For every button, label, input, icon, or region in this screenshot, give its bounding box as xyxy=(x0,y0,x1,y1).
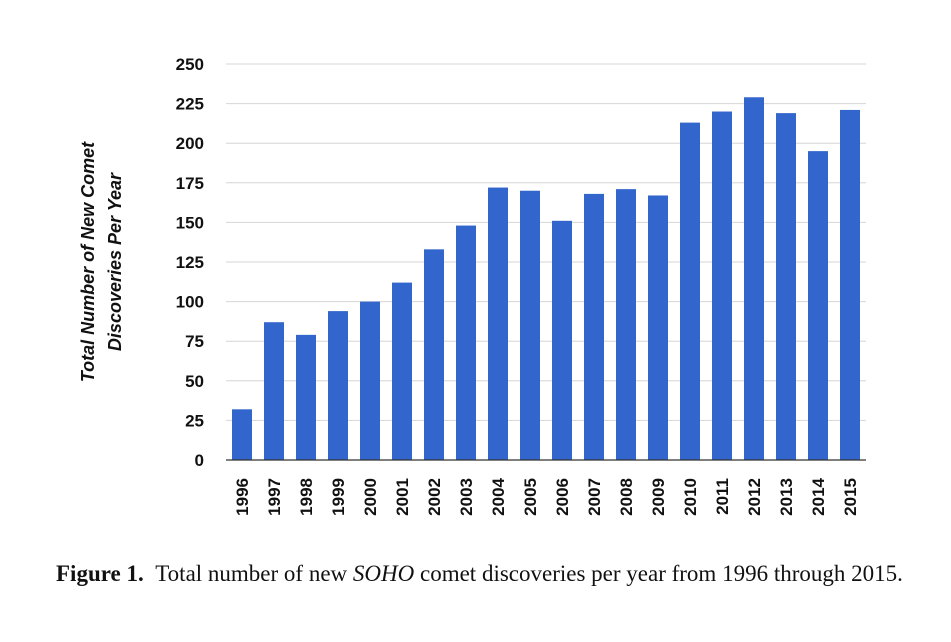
x-tick-label: 2005 xyxy=(521,478,540,516)
x-tick-label: 1999 xyxy=(329,478,348,516)
bar-2002 xyxy=(424,249,444,460)
x-tick-label: 2014 xyxy=(809,477,828,515)
bar-2009 xyxy=(648,195,668,461)
bar-1996 xyxy=(232,409,252,460)
x-tick-label: 2011 xyxy=(713,478,732,515)
x-tick-label: 2010 xyxy=(681,478,700,516)
x-tick-label: 1998 xyxy=(297,478,316,516)
x-tick-label: 2012 xyxy=(745,478,764,516)
x-tick-label: 2000 xyxy=(361,478,380,516)
y-tick-label: 25 xyxy=(185,411,204,430)
caption-label: Figure 1. xyxy=(56,561,144,586)
bar-1999 xyxy=(328,311,348,460)
grid-lines xyxy=(226,63,866,421)
x-tick-label: 1996 xyxy=(233,478,252,516)
bar-2004 xyxy=(488,187,508,460)
x-tick-label: 1997 xyxy=(265,478,284,516)
bar-2006 xyxy=(552,220,572,460)
bar-2001 xyxy=(392,282,412,460)
y-tick-label: 250 xyxy=(176,55,204,74)
y-tick-label: 175 xyxy=(176,174,204,193)
y-tick-label: 100 xyxy=(176,293,204,312)
x-axis-ticks: 1996 1997 1998 1999 2000 2001 2002 2003 2004 2005… xyxy=(233,477,860,515)
x-tick-label: 2004 xyxy=(489,477,508,515)
x-tick-label: 2003 xyxy=(457,478,476,516)
y-axis-label-line2: Discoveries Per Year xyxy=(105,172,125,351)
bar-2005 xyxy=(520,190,540,460)
y-tick-label: 50 xyxy=(185,372,204,391)
bar-2008 xyxy=(616,189,636,461)
figure-caption: Figure 1. Total number of new SOHO comet… xyxy=(56,561,916,587)
bar-2012 xyxy=(744,97,764,460)
bar-1997 xyxy=(264,322,284,460)
bar-2011 xyxy=(712,111,732,461)
y-tick-label: 125 xyxy=(176,253,204,272)
x-tick-label: 2015 xyxy=(841,478,860,516)
x-tick-label: 2009 xyxy=(649,478,668,516)
bar-2010 xyxy=(680,122,700,460)
bar-2015 xyxy=(840,109,860,460)
caption-text-before: Total number of new xyxy=(155,561,353,586)
y-tick-label: 225 xyxy=(176,95,204,114)
y-tick-label: 200 xyxy=(176,134,204,153)
x-tick-label: 2007 xyxy=(585,478,604,516)
y-tick-label: 75 xyxy=(185,332,204,351)
bar-2013 xyxy=(776,113,796,460)
y-tick-label: 0 xyxy=(195,451,204,470)
x-tick-label: 2001 xyxy=(393,478,412,516)
bar-1998 xyxy=(296,334,316,460)
y-tick-label: 150 xyxy=(176,213,204,232)
x-tick-label: 2002 xyxy=(425,478,444,516)
caption-emph: SOHO xyxy=(352,561,415,586)
bar-2000 xyxy=(360,301,380,460)
bar-2007 xyxy=(584,193,604,460)
x-tick-label: 2006 xyxy=(553,478,572,516)
x-tick-label: 2008 xyxy=(617,478,636,516)
bar-2014 xyxy=(808,151,828,460)
caption-text-after: comet discoveries per year from 1996 thr… xyxy=(414,561,903,586)
y-axis-ticks: 0 25 50 75 100 125 150 175 200 225 250 xyxy=(176,55,204,470)
bar-2003 xyxy=(456,225,476,460)
y-axis-label-line1: Total Number of New Comet xyxy=(78,141,98,382)
bars xyxy=(232,97,860,461)
x-tick-label: 2013 xyxy=(777,478,796,516)
